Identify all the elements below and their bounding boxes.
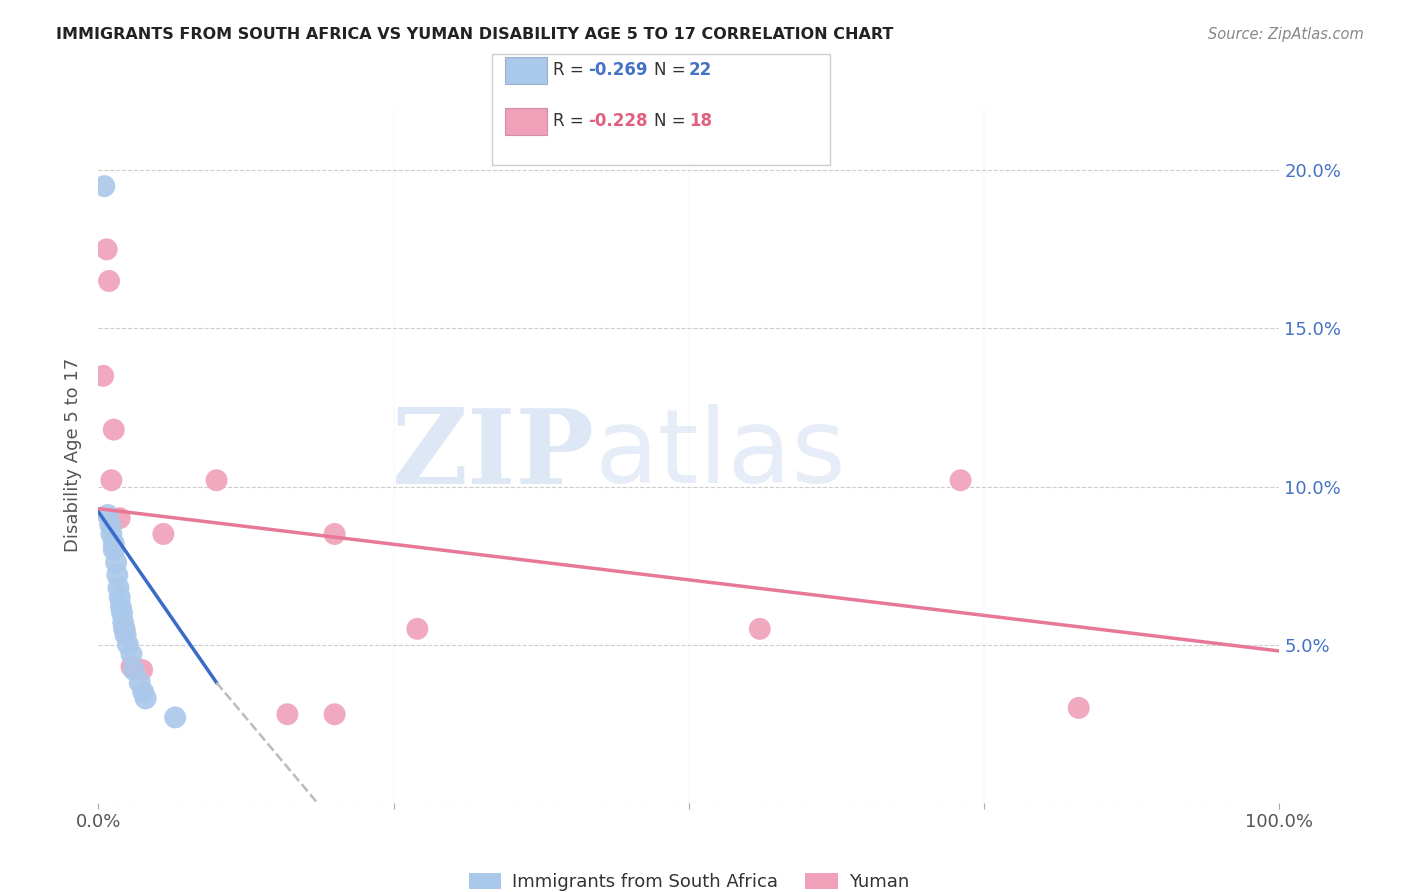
Point bbox=[165, 710, 187, 724]
Text: Source: ZipAtlas.com: Source: ZipAtlas.com bbox=[1208, 27, 1364, 42]
Point bbox=[105, 568, 128, 582]
Text: -0.228: -0.228 bbox=[588, 112, 647, 130]
Point bbox=[103, 536, 125, 550]
Point bbox=[128, 675, 150, 690]
Point bbox=[107, 581, 129, 595]
Legend: Immigrants from South Africa, Yuman: Immigrants from South Africa, Yuman bbox=[470, 873, 908, 891]
Point bbox=[103, 542, 125, 557]
Point bbox=[93, 179, 115, 194]
Text: 18: 18 bbox=[689, 112, 711, 130]
Point bbox=[132, 685, 155, 699]
Point bbox=[205, 473, 228, 487]
Point bbox=[105, 556, 128, 570]
Text: -0.269: -0.269 bbox=[588, 62, 647, 79]
Point bbox=[406, 622, 429, 636]
Point bbox=[1067, 701, 1090, 715]
Point bbox=[121, 660, 143, 674]
Text: R =: R = bbox=[553, 112, 589, 130]
Point bbox=[97, 508, 120, 522]
Text: atlas: atlas bbox=[595, 404, 846, 506]
Point bbox=[98, 274, 121, 288]
Point bbox=[748, 622, 770, 636]
Point bbox=[121, 647, 143, 661]
Point bbox=[152, 527, 174, 541]
Point bbox=[131, 663, 153, 677]
Point bbox=[117, 638, 139, 652]
Text: 22: 22 bbox=[689, 62, 713, 79]
Point bbox=[96, 243, 118, 257]
Point bbox=[323, 707, 346, 722]
Point bbox=[276, 707, 298, 722]
Y-axis label: Disability Age 5 to 17: Disability Age 5 to 17 bbox=[65, 358, 83, 552]
Point bbox=[112, 622, 135, 636]
Point bbox=[112, 622, 135, 636]
Point bbox=[114, 628, 136, 642]
Point bbox=[98, 517, 121, 532]
Text: N =: N = bbox=[654, 112, 690, 130]
Point bbox=[108, 591, 131, 605]
Text: IMMIGRANTS FROM SOUTH AFRICA VS YUMAN DISABILITY AGE 5 TO 17 CORRELATION CHART: IMMIGRANTS FROM SOUTH AFRICA VS YUMAN DI… bbox=[56, 27, 894, 42]
Point bbox=[111, 606, 134, 620]
Point bbox=[91, 368, 114, 383]
Point bbox=[135, 691, 157, 706]
Text: R =: R = bbox=[553, 62, 589, 79]
Text: N =: N = bbox=[654, 62, 690, 79]
Text: ZIP: ZIP bbox=[391, 404, 595, 506]
Point bbox=[100, 527, 122, 541]
Point bbox=[112, 615, 135, 630]
Point bbox=[949, 473, 972, 487]
Point bbox=[103, 423, 125, 437]
Point bbox=[122, 663, 145, 677]
Point bbox=[323, 527, 346, 541]
Point bbox=[108, 511, 131, 525]
Point bbox=[110, 599, 132, 614]
Point bbox=[100, 473, 122, 487]
